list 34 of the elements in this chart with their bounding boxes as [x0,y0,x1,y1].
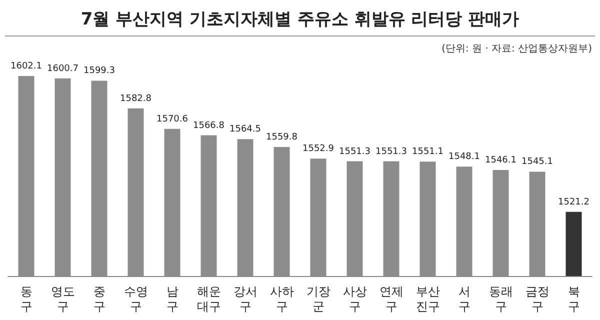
x-tick-label: 북구 [568,284,580,314]
data-label: 1546.1 [485,156,516,166]
x-tick-label: 부산진구 [416,284,440,314]
chart-title: 7월 부산지역 기초지자체별 주유소 휘발유 리터당 판매가 [80,10,520,30]
x-tick-label: 동구 [20,284,32,314]
x-tick-label: 동래구 [488,284,513,314]
x-tick-label: 사하구 [270,284,294,314]
data-label: 1559.8 [266,132,298,143]
text: (단위: 원 · 자료: 산업통상자원부) [442,44,592,54]
data-label: 1600.7 [47,64,78,74]
data-label: 1570.6 [156,114,188,124]
x-tick-label: 금정구 [525,284,550,314]
data-label: 1545.1 [522,157,553,168]
x-tick-label: 남구 [166,284,178,314]
x-tick-label: 기장군 [306,284,330,314]
x-tick-label: 사상구 [342,284,367,314]
data-label: 1551.1 [412,147,444,158]
x-tick-label: 영도구 [50,284,75,314]
x-tick-label: 강서구 [233,284,258,314]
data-label: 1551.3 [339,146,370,157]
data-label: 1521.2 [558,197,590,208]
x-tick-label: 중구 [93,284,106,314]
data-label: 1552.9 [302,144,334,154]
data-label: 1551.3 [376,146,407,157]
data-label: 1582.8 [120,94,152,104]
data-label: 1548.1 [448,152,480,162]
x-tick-label: 연제구 [379,284,404,314]
data-label: 1599.3 [84,66,115,76]
x-tick-label: 수영구 [124,284,148,314]
x-tick-label: 서구 [458,284,470,314]
data-label: 1602.1 [10,62,42,72]
x-tick-label: 해운대구 [196,284,221,314]
data-label: 1564.5 [230,124,261,135]
data-label: 1566.8 [193,120,225,131]
